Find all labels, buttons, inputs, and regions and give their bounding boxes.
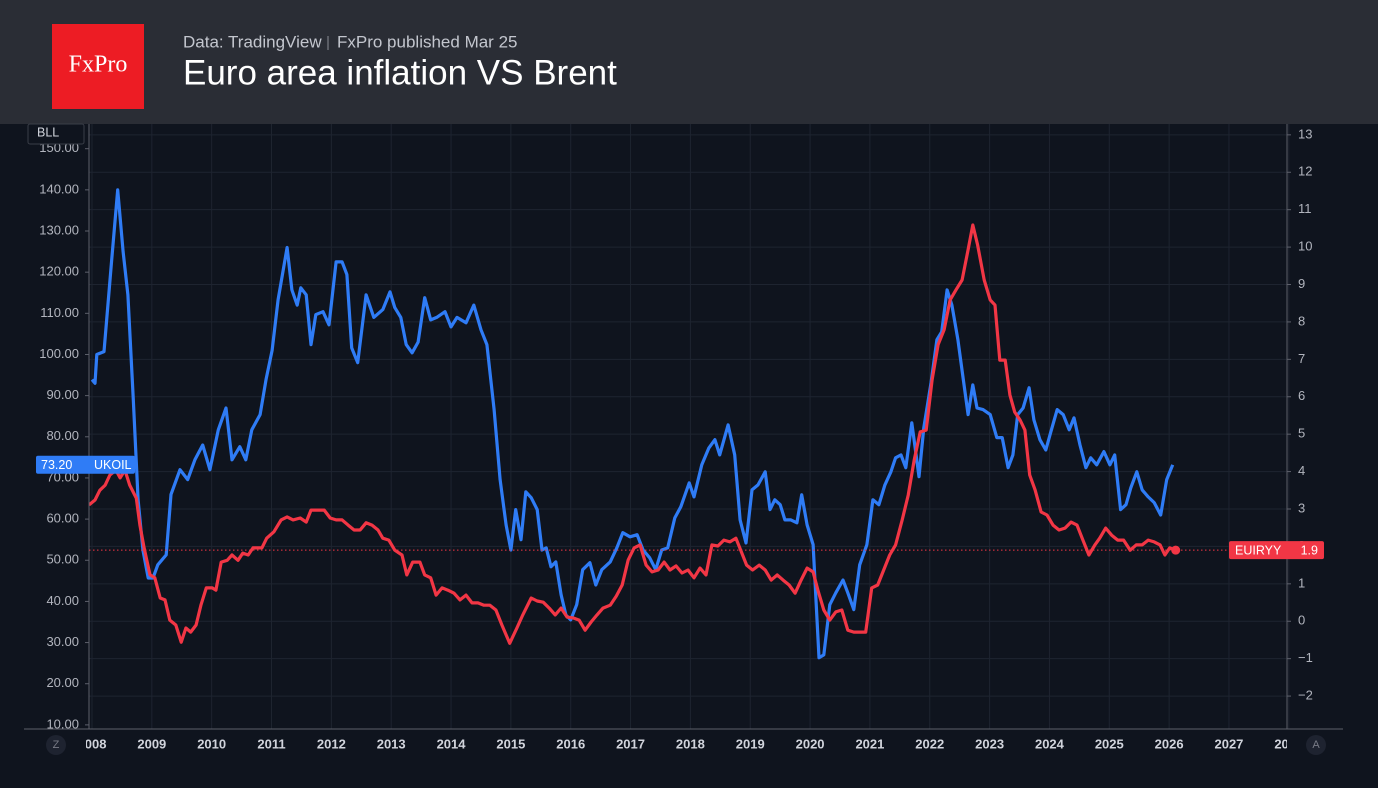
x-tick-label: 2015 — [496, 736, 525, 751]
x-labels: 2008 2009 2010 2011 2012 2013 2014 2015 2016 2017… — [78, 736, 1303, 751]
source: Data: TradingView — [183, 32, 322, 51]
axis-label-box — [27, 123, 85, 145]
y2-tick-label: −1 — [1298, 650, 1313, 665]
y-tick-label: 20.00 — [46, 675, 79, 690]
x-tick-label: 2018 — [676, 736, 705, 751]
x-tick-label: 2020 — [796, 736, 825, 751]
y-tick-label: 100.00 — [39, 346, 79, 361]
logo-text: FxPro — [69, 52, 128, 78]
y-tick-label: 120.00 — [39, 264, 79, 279]
x-tick-label: 2009 — [137, 736, 166, 751]
y2-tick-label: 13 — [1298, 126, 1312, 141]
scale-button-label[interactable]: A — [1312, 739, 1320, 751]
line — [89, 223, 1177, 645]
grid — [89, 124, 1290, 729]
y2-tick-label: 3 — [1298, 500, 1305, 515]
y2-tick-label: 6 — [1298, 388, 1305, 403]
x-tick-label: 2028 — [1274, 736, 1303, 751]
x-tick-label: 2027 — [1214, 736, 1243, 751]
published: FxPro published Mar 25 — [337, 32, 517, 51]
price-value: 1.9 — [1301, 543, 1318, 557]
x-tick-label: 2010 — [197, 736, 226, 751]
y-tick-label: 110.00 — [40, 305, 79, 320]
last-point — [1171, 545, 1181, 555]
y2-tick-label: 9 — [1298, 276, 1305, 291]
x-tick-label: 2012 — [317, 736, 346, 751]
line — [90, 188, 1175, 660]
x-tick-label: 2008 — [78, 736, 107, 751]
x-tick-label: 2016 — [556, 736, 585, 751]
x-tick-label: 2017 — [616, 736, 645, 751]
scale-button[interactable] — [1306, 735, 1326, 755]
y2-tick-label: 1 — [1298, 575, 1305, 590]
price-tag — [36, 455, 135, 474]
y-tick-label: 50.00 — [46, 552, 79, 567]
y2-tick-label: 5 — [1298, 426, 1305, 441]
x-tick-label: 2023 — [975, 736, 1004, 751]
y-tick-label: 60.00 — [46, 511, 79, 526]
y-tick-label: 90.00 — [46, 387, 79, 402]
y2-tick-label: 10 — [1298, 239, 1312, 254]
y2-tick-label: 8 — [1298, 313, 1305, 328]
x-tick-label: 2026 — [1155, 736, 1184, 751]
plot — [89, 188, 1177, 660]
x-tick-label: 2011 — [257, 736, 285, 751]
x-tick-label: 2013 — [377, 736, 406, 751]
y2-tick-label: 4 — [1298, 463, 1305, 478]
x-tick-label: 2025 — [1095, 736, 1124, 751]
x-tick-label: 2024 — [1035, 736, 1065, 751]
series-name: UKOIL — [94, 458, 132, 472]
y-tick-label: 10.00 — [46, 716, 79, 731]
x-tick-label: 2019 — [736, 736, 765, 751]
series-name: EUIRYY — [1235, 543, 1282, 557]
price-value: 73.20 — [41, 458, 72, 472]
scale-button-label[interactable]: Z — [53, 739, 60, 751]
y2-tick-label: 12 — [1298, 164, 1312, 179]
y-axis-label: BLL — [37, 125, 59, 139]
x-tick-label: 2014 — [437, 736, 467, 751]
y2-tick-label: −2 — [1298, 688, 1313, 703]
y-tick-label: 40.00 — [46, 593, 79, 608]
logo — [52, 24, 144, 109]
y-tick-label: 130.00 — [39, 222, 79, 237]
scale-button[interactable] — [46, 735, 66, 755]
y-tick-label: 80.00 — [46, 428, 79, 443]
header — [0, 0, 1378, 124]
y-tick-label: 140.00 — [39, 181, 79, 196]
axes: 10.0020.0030.0040.0050.0060.0070.0080.00… — [24, 124, 1343, 731]
x-tick-label: 2021 — [855, 736, 884, 751]
y2-tick-label: 0 — [1298, 613, 1305, 628]
chart-title: Euro area inflation VS Brent — [183, 53, 617, 92]
overlay: 73.20 UKOIL EUIRYY 1.9 BLL Z A — [27, 123, 1326, 755]
price-tag — [1229, 541, 1324, 560]
y2-tick-label: 7 — [1298, 351, 1305, 366]
y-tick-label: 30.00 — [46, 634, 79, 649]
x-tick-label: 2022 — [915, 736, 944, 751]
y2-tick-label: 11 — [1298, 201, 1312, 216]
